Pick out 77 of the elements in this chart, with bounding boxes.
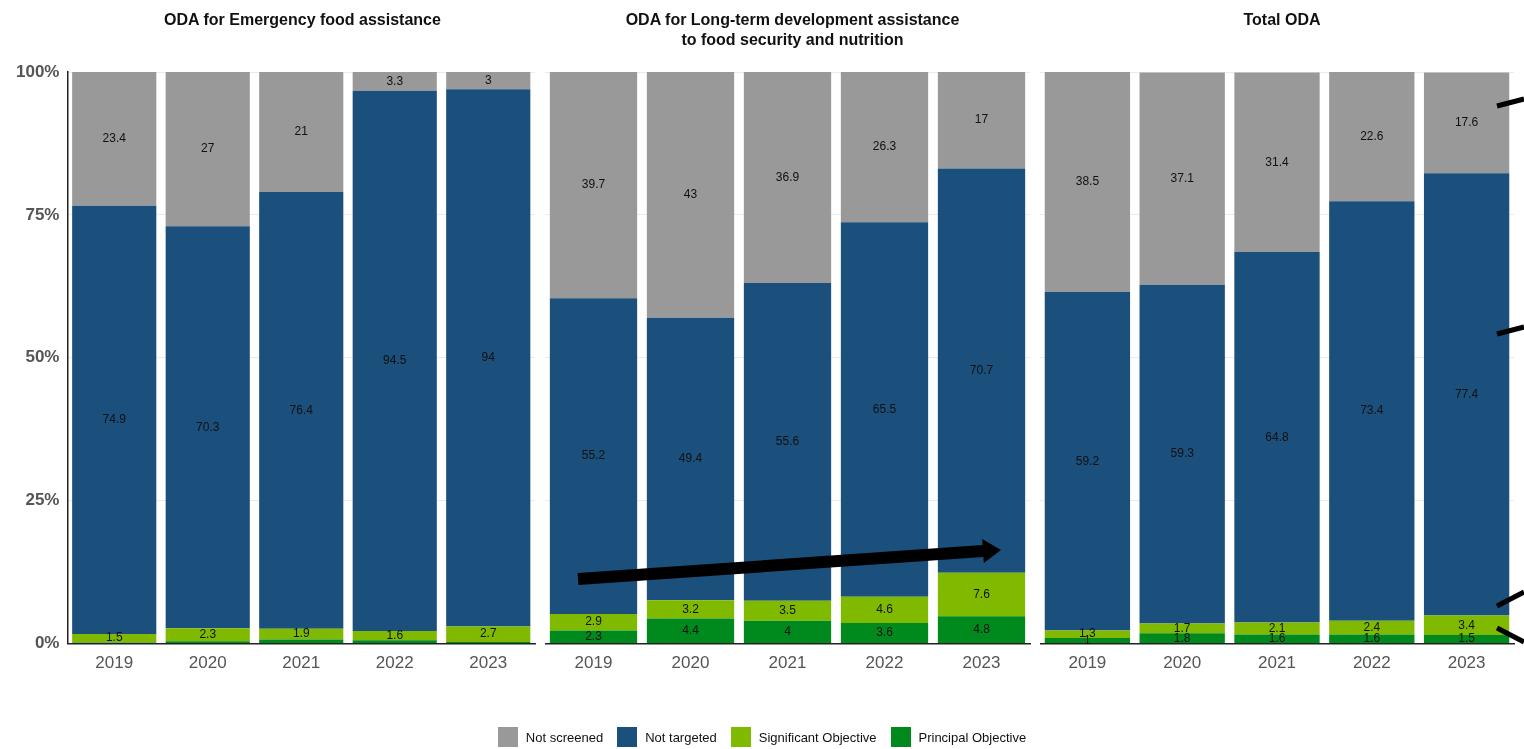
data-label: 36.9	[775, 169, 800, 184]
chart-title: ODA for Emergency food assistance	[163, 10, 442, 30]
data-label: 74.9	[102, 412, 127, 427]
x-tick-label: 2020	[188, 653, 227, 673]
data-label: 3.5	[779, 603, 797, 618]
y-tick-label: 75%	[25, 204, 60, 224]
x-tick-label: 2019	[574, 653, 613, 673]
data-label: 73.4	[1360, 403, 1384, 418]
data-label: 17	[974, 112, 989, 127]
data-label: 38.5	[1075, 174, 1100, 189]
data-label: 21	[294, 124, 309, 139]
x-tick-label: 2022	[1352, 653, 1391, 673]
data-label: 4	[784, 624, 792, 639]
data-label: 2.3	[199, 627, 217, 642]
data-label: 70.7	[969, 362, 994, 377]
legend-label: Significant Objective	[758, 729, 877, 745]
data-label: 94	[481, 350, 496, 365]
x-tick-label: 2019	[95, 653, 134, 673]
data-label: 2.4	[1363, 619, 1381, 634]
data-label: 94.5	[383, 353, 407, 368]
data-label: 26.3	[872, 139, 897, 154]
data-label: 17.6	[1454, 115, 1479, 130]
data-label: 3.4	[1458, 617, 1476, 632]
data-label: 76.4	[289, 402, 314, 417]
data-label: 49.4	[678, 451, 703, 466]
data-label: 1.6	[1363, 631, 1381, 646]
data-label: 70.3	[196, 419, 220, 434]
x-tick-label: 2021	[768, 653, 807, 673]
y-tick-label: 100%	[16, 61, 60, 81]
data-label: 37.1	[1170, 170, 1195, 185]
data-label: 4.6	[876, 602, 894, 617]
x-tick-label: 2022	[375, 653, 414, 673]
data-label: 31.4	[1265, 154, 1289, 169]
x-tick-label: 2020	[1163, 653, 1202, 673]
legend-label: Not targeted	[645, 729, 717, 745]
y-tick-label: 50%	[25, 347, 60, 367]
data-label: 1.6	[386, 627, 404, 642]
data-label: 1.9	[292, 626, 310, 641]
data-label: 2.3	[585, 629, 603, 644]
data-label: 1.6	[1268, 631, 1286, 646]
data-label: 39.7	[581, 177, 606, 192]
data-label: 22.6	[1360, 128, 1384, 143]
legend-label: Principal Objective	[918, 729, 1027, 745]
data-label: 3.2	[682, 601, 700, 616]
data-label: 2.7	[479, 626, 497, 641]
x-tick-label: 2023	[1447, 653, 1486, 673]
data-label: 64.8	[1265, 429, 1289, 444]
data-label: 23.4	[102, 131, 127, 146]
y-tick-label: 0%	[34, 633, 60, 653]
chart-title: Total ODA	[1242, 10, 1322, 30]
data-label: 1.5	[1458, 631, 1476, 646]
chart-title: ODA for Long-term development assistance to food security and nutrition	[624, 10, 961, 50]
x-tick-label: 2023	[962, 653, 1001, 673]
data-label: 27	[201, 141, 215, 156]
x-tick-label: 2019	[1068, 653, 1107, 673]
x-tick-label: 2021	[1258, 653, 1296, 673]
data-label: 2.9	[585, 614, 603, 629]
data-label: 55.6	[775, 434, 800, 449]
data-label: 59.3	[1170, 446, 1195, 461]
legend-label: Not screened	[525, 729, 604, 745]
data-label: 3.3	[386, 73, 404, 88]
data-label: 3.6	[876, 625, 894, 640]
data-label: 59.2	[1075, 453, 1100, 468]
data-label: 4.4	[682, 623, 700, 638]
data-label: 7.6	[973, 586, 991, 601]
y-tick-label: 25%	[25, 490, 60, 510]
data-label: 55.2	[581, 448, 606, 463]
data-label: 3	[484, 72, 492, 87]
x-tick-label: 2022	[865, 653, 904, 673]
data-label: 65.5	[872, 401, 897, 416]
x-tick-label: 2023	[469, 653, 508, 673]
data-label: 77.4	[1454, 386, 1479, 401]
data-label: 1.5	[105, 630, 123, 645]
x-tick-label: 2020	[671, 653, 710, 673]
data-label: 4.8	[973, 621, 991, 636]
x-tick-label: 2021	[282, 653, 321, 673]
data-label: 43	[683, 187, 698, 202]
